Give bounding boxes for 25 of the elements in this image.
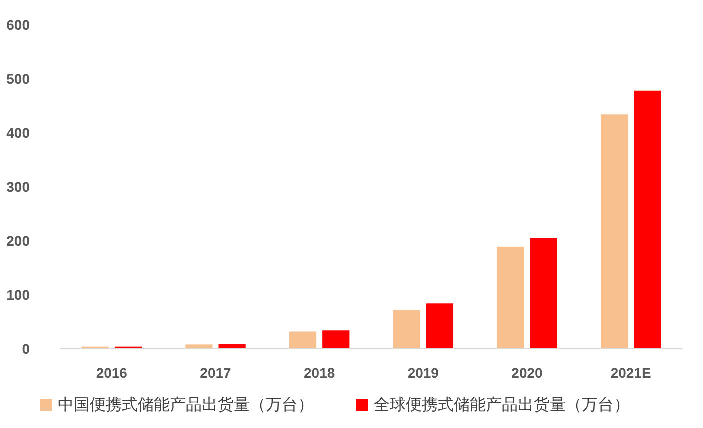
x-tick-label: 2021E <box>610 365 652 381</box>
y-tick-label: 200 <box>6 232 30 249</box>
x-tick-label: 2016 <box>96 365 128 381</box>
x-tick-label: 2017 <box>200 365 232 381</box>
bar <box>218 344 246 349</box>
x-tick-label: 2020 <box>512 365 544 381</box>
y-tick-label: 500 <box>6 70 30 87</box>
bar <box>426 304 454 349</box>
bar <box>530 238 558 349</box>
legend-label: 中国便携式储能产品出货量（万台） <box>58 395 314 414</box>
bar <box>322 330 350 349</box>
bar <box>600 114 628 349</box>
legend-label: 全球便携式储能产品出货量（万台） <box>374 395 630 414</box>
y-tick-label: 400 <box>6 124 30 141</box>
bar <box>634 90 662 349</box>
x-tick-label: 2019 <box>408 365 440 381</box>
bar <box>497 246 524 349</box>
y-tick-label: 100 <box>6 286 30 303</box>
y-tick-label: 300 <box>6 178 30 195</box>
x-tick-label: 2018 <box>304 365 336 381</box>
y-tick-label: 600 <box>6 16 30 33</box>
y-tick-label: 0 <box>22 340 30 357</box>
bar <box>186 344 213 349</box>
bar <box>289 332 317 349</box>
bar <box>393 310 420 349</box>
